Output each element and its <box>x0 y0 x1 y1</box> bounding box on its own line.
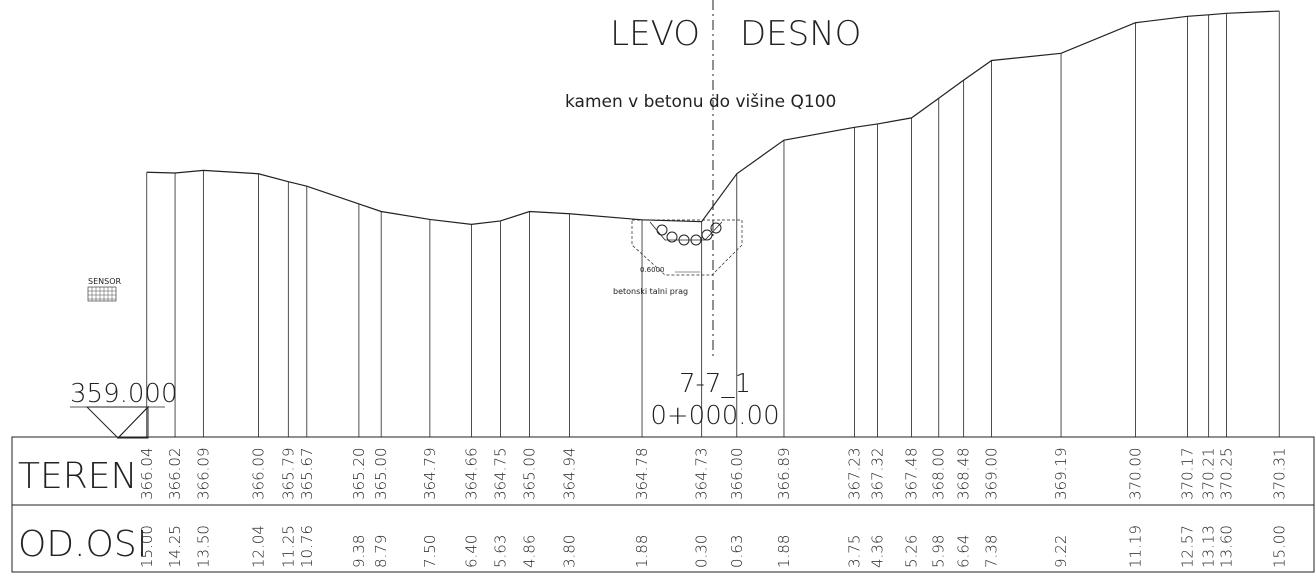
terrain-value: 366.00 <box>728 448 746 501</box>
sensor-label: SENSOR <box>88 277 121 286</box>
stone <box>666 231 678 243</box>
sill-label: betonski talni prag <box>613 287 688 296</box>
offset-value: 15.00 <box>1270 525 1288 568</box>
stone <box>701 229 713 241</box>
terrain-value: 364.94 <box>561 448 579 501</box>
terrain-value: 370.31 <box>1270 448 1288 501</box>
offset-value: 4.36 <box>869 535 887 568</box>
culvert-outline <box>631 219 743 276</box>
offset-value: 12.57 <box>1179 525 1197 568</box>
terrain-value: 370.25 <box>1217 448 1235 501</box>
sensor-icon <box>87 286 117 302</box>
datum-marker <box>85 406 150 439</box>
terrain-value: 364.75 <box>491 448 509 501</box>
terrain-value: 366.09 <box>194 448 212 501</box>
terrain-line <box>146 10 1280 225</box>
terrain-value: 370.17 <box>1179 448 1197 501</box>
row-label: OD.OSI <box>18 524 147 565</box>
stone <box>656 224 668 236</box>
terrain-value: 366.00 <box>249 448 267 501</box>
station-label: 0+000.00 <box>650 401 779 431</box>
offset-value: 11.25 <box>279 525 297 568</box>
offset-value: 14.25 <box>166 525 184 568</box>
datum-label: 359.000 <box>70 379 178 409</box>
width-label: 0.6000 <box>640 266 665 274</box>
terrain-value: 365.20 <box>350 448 368 501</box>
offset-value: 5.26 <box>903 535 921 568</box>
terrain-value: 365.67 <box>298 448 316 501</box>
offset-value: 13.50 <box>194 525 212 568</box>
terrain-value: 368.48 <box>955 448 973 501</box>
terrain-value: 364.79 <box>421 448 439 501</box>
stone <box>710 222 722 234</box>
terrain-value: 370.21 <box>1200 448 1218 501</box>
terrain-value: 367.23 <box>846 448 864 501</box>
terrain-value: 364.73 <box>693 448 711 501</box>
offset-value: 13.13 <box>1200 525 1218 568</box>
terrain-value: 370.00 <box>1126 448 1144 501</box>
terrain-value: 368.00 <box>930 448 948 501</box>
stone <box>690 234 702 246</box>
offset-value: 4.86 <box>521 535 539 568</box>
terrain-value: 369.19 <box>1052 448 1070 501</box>
offset-value: 3.80 <box>561 535 579 568</box>
sensor-grid <box>88 287 116 301</box>
offset-value: 11.19 <box>1126 525 1144 568</box>
offset-value: 15.00 <box>138 525 156 568</box>
offset-value: 10.76 <box>298 525 316 568</box>
offset-value: 3.75 <box>846 535 864 568</box>
offset-value: 1.88 <box>633 535 651 568</box>
terrain-value: 369.00 <box>983 448 1001 501</box>
right-label: DESNO <box>740 14 861 54</box>
terrain-value: 364.78 <box>633 448 651 501</box>
profile-label: 7-7_1 <box>679 369 751 399</box>
datum-fill <box>116 405 149 439</box>
terrain-value: 366.04 <box>138 448 156 501</box>
terrain-value: 366.89 <box>775 448 793 501</box>
offset-value: 0.63 <box>728 535 746 568</box>
terrain-value: 364.66 <box>462 448 480 501</box>
terrain-value: 365.00 <box>372 448 390 501</box>
offset-value: 9.38 <box>350 535 368 568</box>
offset-value: 0.30 <box>693 535 711 568</box>
offset-value: 7.50 <box>421 535 439 568</box>
offset-value: 7.38 <box>983 535 1001 568</box>
row-label: TEREN <box>18 456 137 497</box>
offset-value: 6.64 <box>955 535 973 568</box>
terrain-value: 366.02 <box>166 448 184 501</box>
note: kamen v betonu do višine Q100 <box>565 92 836 112</box>
offset-value: 9.22 <box>1052 535 1070 568</box>
terrain-value: 365.00 <box>521 448 539 501</box>
terrain-value: 365.79 <box>279 448 297 501</box>
terrain-value: 367.48 <box>903 448 921 501</box>
offset-value: 12.04 <box>249 525 267 568</box>
offset-value: 6.40 <box>462 535 480 568</box>
left-label: LEVO <box>610 14 700 54</box>
offset-value: 8.79 <box>372 535 390 568</box>
offset-value: 5.63 <box>491 535 509 568</box>
offset-value: 13.60 <box>1217 525 1235 568</box>
stone <box>678 234 690 246</box>
terrain-value: 367.32 <box>869 448 887 501</box>
offset-value: 5.98 <box>930 535 948 568</box>
offset-value: 1.88 <box>775 535 793 568</box>
